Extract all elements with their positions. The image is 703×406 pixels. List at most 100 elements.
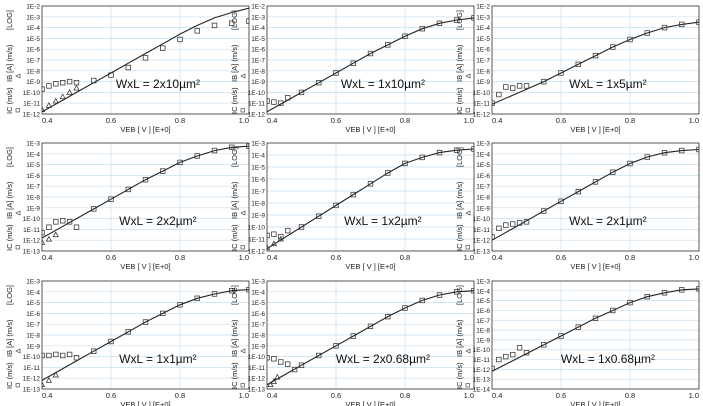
data-point-triangle: [45, 101, 53, 108]
data-point-square: [91, 77, 97, 84]
data-point-square: [610, 307, 616, 314]
y-tick-label: 1E-13: [473, 377, 491, 384]
data-point-square: [177, 302, 183, 308]
data-point-square: [558, 70, 564, 76]
y-tick-label: 1E-7: [26, 184, 40, 191]
x-axis-label: VEB [ V ] [E+0]: [120, 262, 170, 271]
plot-frame: [491, 5, 700, 115]
data-point-square: [194, 153, 200, 159]
data-point-square: [696, 286, 699, 292]
data-layer: [492, 146, 699, 241]
y-tick-label: 1E-6: [26, 173, 40, 180]
data-layer: [267, 15, 474, 113]
y-tick-label: 1E-6: [476, 173, 490, 180]
y-tick-label: 1E-8: [251, 333, 265, 340]
y-tick-label: 1E-4: [26, 25, 40, 32]
legend-square-icon: [465, 108, 470, 113]
chart-panel-9: 0.4 0.6 0.8 1.01E-141E-131E-121E-111E-101E-…: [455, 279, 700, 406]
y-tick-label: 1E-3: [26, 279, 40, 286]
data-point-square: [510, 221, 516, 227]
data-point-triangle: [267, 244, 271, 250]
y-tick-label: 1E-7: [251, 189, 265, 196]
y-tick-label: 1E-12: [23, 238, 41, 245]
y-tick-label: 1E-3: [476, 141, 490, 148]
y-tick-label: 1E-9: [26, 205, 40, 212]
y-axis-label: IC (m/s) IB [A] (m/s) [LOG]: [230, 147, 246, 251]
y-tick-label: 1E-2: [26, 4, 40, 11]
data-point-square: [503, 84, 509, 90]
plot-area: [267, 143, 474, 251]
y-axis-label-log: [LOG]: [5, 147, 14, 167]
y-tick-label: 1E-5: [251, 165, 265, 172]
plot-frame: [266, 5, 475, 115]
x-axis-label: VEB [ V ] [E+0]: [345, 125, 395, 134]
data-point-square: [367, 50, 374, 57]
y-tick-label: 1E-3: [251, 279, 265, 286]
data-point-square: [454, 289, 460, 295]
data-point-square: [316, 213, 322, 219]
data-point-triangle: [52, 231, 59, 238]
data-point-square: [696, 19, 699, 25]
data-point-square: [523, 219, 530, 225]
y-tick-label: 1E-4: [26, 151, 40, 158]
y-tick-label: 1E-10: [23, 354, 41, 361]
data-point-square: [194, 28, 200, 34]
legend-triangle-icon: [15, 348, 21, 354]
y-tick-label: 1E-11: [473, 101, 490, 108]
data-point-square: [211, 147, 218, 154]
data-point-triangle: [42, 106, 46, 113]
data-point-square: [246, 18, 249, 24]
y-tick-label: 1E-5: [26, 36, 40, 43]
y-axis-label-log: [LOG]: [230, 147, 239, 167]
data-point-square: [541, 78, 547, 85]
y-tick-label: 1E-7: [251, 58, 265, 65]
y-tick-label: 1E-7: [251, 322, 265, 329]
x-axis-label: VEB [ V ] [E+0]: [120, 400, 170, 406]
x-tick-label: 0.6: [106, 391, 116, 400]
y-axis-label-ib: IB [A] (m/s): [455, 319, 464, 357]
y-axis-label-log: [LOG]: [230, 285, 239, 305]
plot-frame: [41, 280, 250, 390]
data-point-square: [385, 170, 391, 176]
plot-area: [492, 281, 699, 389]
data-point-square: [541, 342, 547, 348]
data-point-square: [42, 229, 45, 236]
x-tick-label: 0.8: [400, 391, 410, 400]
data-point-square: [679, 287, 685, 293]
y-axis-label: IC (m/s) IB [A] (m/s) [LOG]: [455, 147, 471, 251]
y-tick-label: 1E-7: [476, 184, 490, 191]
data-point-square: [291, 366, 298, 373]
y-tick-label: 1E-14: [473, 387, 491, 394]
data-point-square: [627, 36, 633, 43]
y-axis-label-ic: IC (m/s): [230, 87, 239, 114]
chart-panel-4: 0.4 0.6 0.8 1.0 1E-13 1E-12 1E-11 1E-10 1E-9 1E-8…: [5, 141, 250, 271]
data-point-triangle: [66, 89, 73, 95]
data-point-square: [385, 42, 391, 48]
data-point-square: [298, 224, 305, 230]
data-point-square: [108, 72, 114, 78]
y-tick-label: 1E-12: [248, 249, 266, 256]
x-tick-label: 0.6: [556, 391, 566, 400]
chart-panel-5: 0.4 0.6 0.8 1.01E-121E-111E-101E-91E-81E-71…: [230, 141, 475, 271]
chart-panel-3: 0.4 0.6 0.8 1.01E-121E-111E-101E-91E-81E-71…: [455, 4, 700, 134]
y-tick-label: 1E-13: [248, 387, 266, 394]
data-point-square: [661, 150, 668, 156]
y-axis-label: IC (m/s) IB [A] (m/s) [LOG]: [5, 10, 21, 114]
y-tick-label: 1E-4: [251, 153, 265, 160]
data-point-square: [46, 224, 52, 230]
x-tick-label: 0.4: [42, 253, 52, 262]
data-point-square: [177, 159, 183, 166]
y-axis-label: IC (m/s) IB [A] (m/s) [LOG]: [230, 10, 246, 114]
y-axis-label-ib: IB [A] (m/s): [230, 181, 239, 219]
x-tick-label: 0.4: [492, 391, 502, 400]
data-point-square: [108, 338, 114, 345]
x-tick-label: 0.8: [625, 116, 635, 125]
legend-triangle-icon: [15, 210, 21, 216]
data-point-square: [271, 231, 277, 237]
y-axis-label-ic: IC (m/s): [5, 87, 14, 114]
data-point-square: [350, 333, 356, 339]
chart-annotation: WxL = 1x5µm²: [569, 77, 646, 91]
data-point-square: [267, 232, 270, 239]
y-axis-label-log: [LOG]: [455, 147, 464, 167]
y-tick-label: 1E-10: [473, 216, 491, 223]
